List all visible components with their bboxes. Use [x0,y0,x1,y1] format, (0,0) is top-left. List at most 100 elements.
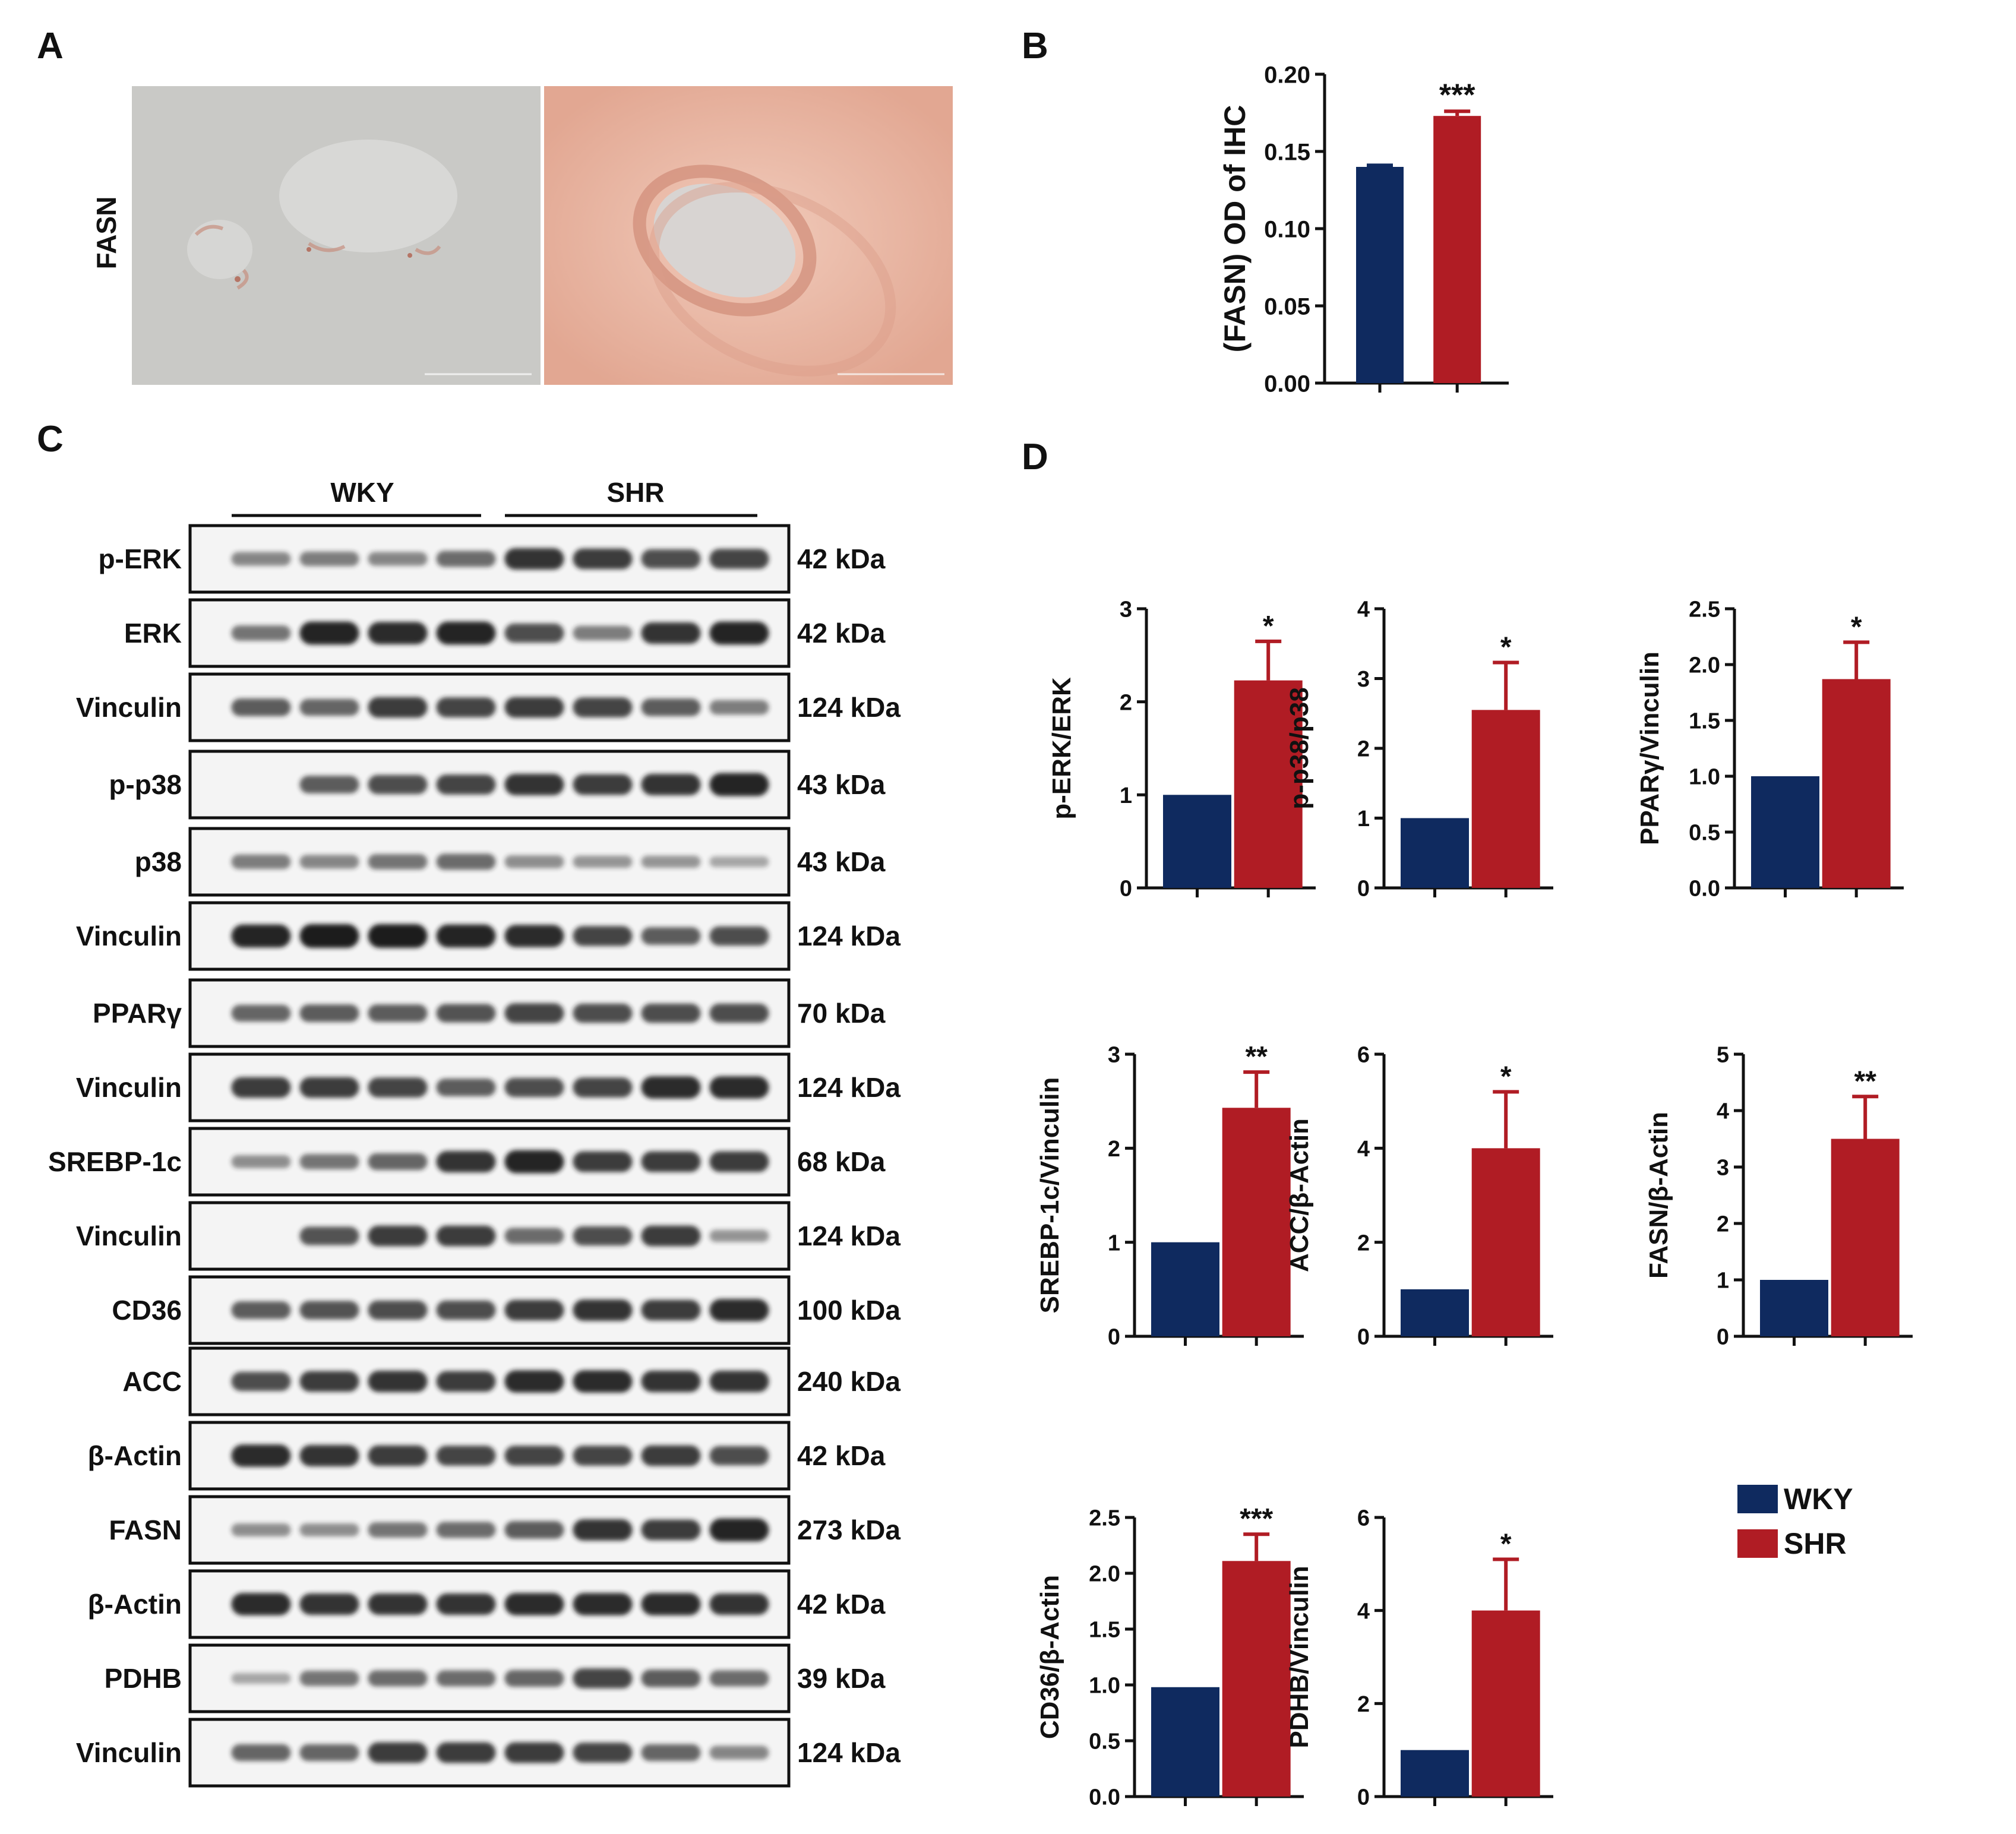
blot-row-vinculin: Vinculin 124 kDa [76,901,900,971]
blot-row-kda: 124 kDa [797,1072,900,1103]
blot-band [231,698,291,716]
y-tick-label: 0.15 [1264,139,1310,165]
blot-band [641,1519,701,1541]
blot-row-kda: 43 kDa [797,769,886,800]
panel-label-c: C [37,419,64,460]
y-tick-label: 0.5 [1089,1729,1120,1754]
blot-band [573,1226,633,1246]
blot-band [299,855,359,869]
blot-band [436,1371,496,1392]
blot-row-label: CD36 [112,1295,182,1326]
y-tick-label: 0 [1120,877,1132,902]
blot-band [436,1004,496,1023]
significance-marker: ** [1246,1041,1268,1073]
blot-row-p-erk: p-ERK 42 kDa [98,524,886,594]
y-tick-label: 4 [1357,1599,1370,1624]
blot-row-kda: 124 kDa [797,692,900,723]
blot-band [231,1301,291,1319]
blot-band [436,551,496,567]
y-tick-label: 1.5 [1089,1618,1120,1643]
blot-band [573,1151,633,1172]
blot-band [231,1523,291,1536]
blot-band [573,1743,633,1763]
significance-marker: * [1500,631,1512,663]
blot-row-label: Vinculin [76,1072,182,1103]
blot-row-p-p38: p-p38 43 kDa [109,750,886,820]
blot-band [231,1593,291,1615]
y-tick-label: 3 [1357,667,1370,692]
y-tick-label: 0.0 [1089,1785,1120,1810]
y-tick-label: 1 [1357,807,1370,831]
blot-group-label-shr: SHR [606,477,664,508]
blot-row-kda: 42 kDa [797,618,886,649]
blot-band [504,855,564,868]
blot-band [299,1593,359,1615]
blot-band [368,552,428,566]
blot-band [573,1003,633,1023]
blot-band [231,924,291,948]
blot-row-label: Vinculin [76,1220,182,1251]
blot-band [231,1077,291,1098]
blot-row-erk: ERK 42 kDa [124,598,886,668]
legend-swatch-wky [1737,1485,1778,1513]
blot-row-label: PPARγ [93,998,182,1029]
blot-band [641,1593,701,1615]
y-tick-label: 1.0 [1089,1674,1120,1699]
western-blot-panel: WKY SHR p-ERK 42 kDa ERK 42 kDa Vinculin 124 … [48,477,900,1788]
y-axis-label: CD36/β-Actin [1035,1575,1064,1739]
blot-band [504,1742,564,1763]
y-tick-label: 2.5 [1089,1506,1120,1531]
blot-band [436,853,496,870]
blot-band [641,1445,701,1466]
y-axis-label: SREBP-1c/Vinculin [1035,1077,1064,1314]
blot-row-label: Vinculin [76,692,182,723]
blot-band [573,697,633,717]
blot-band [709,1299,769,1321]
blot-band [299,776,359,793]
blot-band [504,1003,564,1023]
blot-band [641,1370,701,1393]
blot-band [709,1518,769,1542]
blot-band [709,1670,769,1687]
y-tick-label: 0 [1108,1325,1120,1350]
blot-band [504,1228,564,1244]
y-tick-label: 0 [1717,1325,1729,1350]
significance-marker: * [1263,611,1274,642]
blot-band [368,1077,428,1098]
blot-band [709,549,769,569]
blot-band [573,1370,633,1393]
blot-band [299,1301,359,1320]
blot-band [641,1669,701,1687]
blot-band [436,1742,496,1763]
blot-band [368,1445,428,1466]
y-tick-label: 1 [1120,783,1132,808]
blot-band [709,1003,769,1023]
blot-band [231,1744,291,1762]
blot-row-kda: 39 kDa [797,1663,886,1694]
blot-row-label: PDHB [105,1663,182,1694]
blot-band [436,1150,496,1173]
blot-band [573,1299,633,1321]
blot-band [368,1004,428,1022]
blot-row-label: FASN [109,1514,182,1545]
ihc-image-shr [544,86,953,385]
blot-band [231,552,291,566]
y-tick-label: 2 [1357,737,1370,762]
y-axis-label: FASN/β-Actin [1644,1112,1673,1279]
blot-band [299,1004,359,1022]
blot-band [368,1670,428,1687]
blot-row-label: p-ERK [98,543,182,574]
blot-band [641,549,701,569]
blot-row-kda: 124 kDa [797,1220,900,1251]
blot-row-label: ACC [122,1366,182,1397]
bar-shr [1222,1561,1291,1797]
bar-chart-srebp-1c-vinculin: 0 1 2 3 SREBP-1c/Vinculin ** [1035,1041,1304,1350]
y-tick-label: 0.0 [1689,877,1720,902]
blot-band [504,1446,564,1466]
blot-band [641,855,701,868]
bar-chart-pdhb-vinculin: 0 2 4 6 PDHB/Vinculin * [1285,1506,1553,1810]
blot-band [368,854,428,869]
y-tick-label: 6 [1357,1043,1370,1068]
y-tick-label: 2 [1108,1137,1120,1162]
